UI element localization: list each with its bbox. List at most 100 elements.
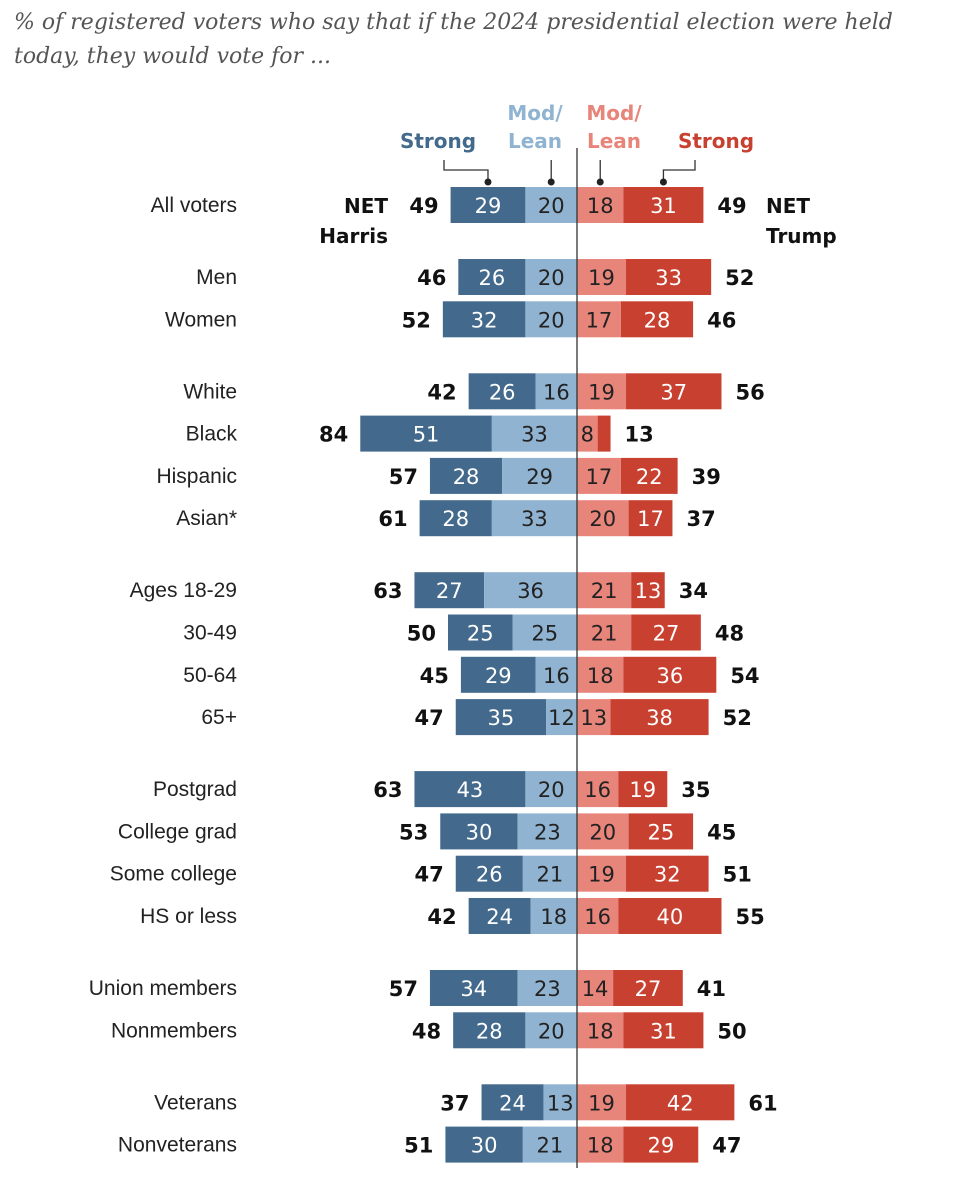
net-trump-value: 39 xyxy=(692,465,721,489)
data-label-trump-strong: 42 xyxy=(667,1091,694,1115)
bar-harris-strong xyxy=(448,614,513,651)
data-label-harris-strong: 51 xyxy=(413,423,440,447)
bar-harris-strong xyxy=(455,855,523,892)
data-label-harris-strong: 26 xyxy=(489,380,516,404)
net-trump-value: 35 xyxy=(681,778,710,802)
bar-harris-lean xyxy=(517,813,577,850)
row-label: Nonmembers xyxy=(111,1019,237,1042)
bar-trump-strong xyxy=(618,898,722,934)
bar-trump-strong xyxy=(620,457,678,494)
data-label-trump-strong: 29 xyxy=(647,1134,674,1158)
data-label-harris-strong: 28 xyxy=(453,465,480,489)
data-label-harris-strong: 30 xyxy=(466,820,493,844)
bar-harris-lean xyxy=(525,187,577,223)
bar-harris-strong xyxy=(440,813,518,850)
bar-harris-lean xyxy=(525,301,577,338)
data-label-trump-lean: 16 xyxy=(584,778,611,802)
row-label: Ages 18-29 xyxy=(130,579,237,602)
data-label-trump-strong: 38 xyxy=(646,706,673,730)
net-harris-value: 42 xyxy=(427,905,456,929)
data-label-trump-lean: 19 xyxy=(588,266,615,290)
net-trump-value: 48 xyxy=(715,622,744,646)
data-label-trump-strong: 37 xyxy=(660,380,687,404)
bar-trump-lean xyxy=(577,614,632,651)
row-label: Veterans xyxy=(154,1091,237,1114)
net-harris-value: 52 xyxy=(402,308,431,332)
row-label: 30-49 xyxy=(183,622,237,645)
bar-trump-lean xyxy=(577,656,624,693)
bar-trump-lean xyxy=(577,970,614,1006)
data-label-harris-lean: 29 xyxy=(526,465,553,489)
data-label-harris-strong: 43 xyxy=(457,778,484,802)
legend-trump-strong: Strong xyxy=(678,129,754,153)
data-label-harris-strong: 24 xyxy=(486,905,513,929)
net-trump-value: 56 xyxy=(735,380,764,404)
bar-harris-lean xyxy=(517,970,577,1006)
net-trump-value: 55 xyxy=(735,905,764,929)
data-label-trump-strong: 27 xyxy=(653,622,680,646)
bar-harris-lean xyxy=(491,415,577,452)
bar-harris-lean xyxy=(543,1084,577,1121)
data-label-harris-strong: 26 xyxy=(478,266,505,290)
bar-harris-lean xyxy=(522,855,577,892)
data-label-harris-lean: 33 xyxy=(521,423,548,447)
data-label-harris-lean: 20 xyxy=(538,266,565,290)
bar-harris-strong xyxy=(429,970,518,1006)
bar-trump-lean xyxy=(577,301,621,338)
data-label-trump-strong: 13 xyxy=(635,579,662,603)
bar-harris-lean xyxy=(512,614,577,651)
data-label-harris-lean: 20 xyxy=(538,308,565,332)
bar-trump-strong xyxy=(623,187,704,223)
net-trump-value: 52 xyxy=(725,266,754,290)
row-label: 50-64 xyxy=(183,664,237,687)
bar-trump-lean xyxy=(577,572,632,609)
chart-title: % of registered voters who say that if t… xyxy=(14,10,893,69)
net-trump-label: NET xyxy=(766,194,810,218)
bar-harris-strong xyxy=(450,187,526,223)
bar-harris-strong xyxy=(468,898,531,934)
net-harris-value: 63 xyxy=(373,778,402,802)
data-label-harris-lean: 16 xyxy=(543,664,570,688)
data-label-harris-lean: 16 xyxy=(543,380,570,404)
bar-harris-strong xyxy=(458,259,526,295)
data-label-harris-strong: 24 xyxy=(499,1091,526,1115)
data-label-harris-strong: 27 xyxy=(436,579,463,603)
data-label-trump-strong: 28 xyxy=(644,308,671,332)
row-label: Black xyxy=(186,423,238,446)
bar-trump-lean xyxy=(577,415,598,452)
bar-harris-lean xyxy=(522,1126,577,1163)
bar-harris-strong xyxy=(453,1012,526,1049)
data-label-trump-lean: 17 xyxy=(586,308,613,332)
bar-trump-lean xyxy=(577,855,627,892)
bar-trump-lean xyxy=(577,373,627,410)
bar-harris-lean xyxy=(525,1012,577,1049)
data-label-harris-lean: 12 xyxy=(548,706,575,730)
data-label-harris-strong: 30 xyxy=(471,1134,498,1158)
net-trump-value: 54 xyxy=(730,664,759,688)
data-label-trump-lean: 21 xyxy=(591,622,618,646)
bar-trump-lean xyxy=(577,1126,624,1163)
net-harris-value: 45 xyxy=(420,664,449,688)
leader-dot xyxy=(659,178,667,186)
bar-trump-strong xyxy=(628,500,673,537)
legend-trump-lean: Mod/ xyxy=(586,101,642,125)
net-trump-value: 50 xyxy=(717,1019,746,1043)
bar-trump-strong xyxy=(631,572,665,609)
bar-trump-strong xyxy=(626,1084,735,1121)
data-label-harris-strong: 29 xyxy=(485,664,512,688)
bar-trump-lean xyxy=(577,1012,624,1049)
row-label: Some college xyxy=(110,863,237,886)
net-harris-value: 61 xyxy=(378,507,407,531)
data-label-harris-strong: 28 xyxy=(476,1019,503,1043)
net-trump-value: 51 xyxy=(723,863,752,887)
bar-harris-lean xyxy=(535,373,577,410)
data-label-harris-lean: 23 xyxy=(534,820,561,844)
data-label-harris-lean: 13 xyxy=(547,1091,574,1115)
net-harris-value: 57 xyxy=(389,465,418,489)
data-label-trump-strong: 32 xyxy=(654,863,681,887)
net-harris-value: 47 xyxy=(415,706,444,730)
data-label-trump-strong: 19 xyxy=(629,778,656,802)
bar-harris-strong xyxy=(455,699,547,736)
row-label: All voters xyxy=(151,194,237,217)
data-label-trump-lean: 13 xyxy=(580,706,607,730)
